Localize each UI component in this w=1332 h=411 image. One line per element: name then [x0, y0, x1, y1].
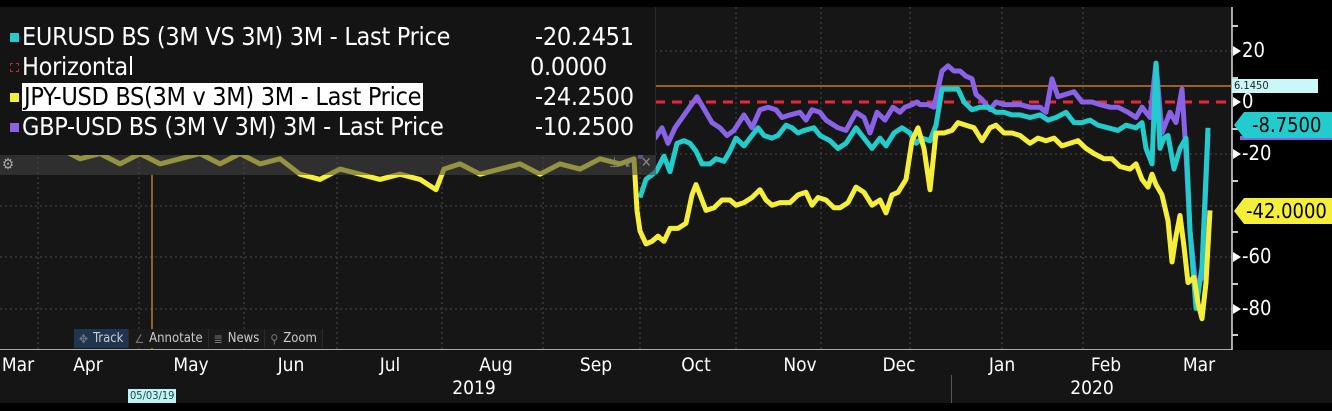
- horizontal-swatch-icon: [10, 62, 19, 72]
- month-label: Mar: [1, 354, 35, 376]
- tracking-date-chip: 05/03/19: [128, 389, 177, 403]
- series-line[interactable]: [637, 60, 1211, 291]
- legend-toolbar-strip: ⚙ ⊥ ↙ ✕: [0, 155, 656, 175]
- month-label: Feb: [1090, 354, 1122, 376]
- series-lines: [58, 60, 1213, 322]
- track-button[interactable]: ✥ Track: [74, 329, 130, 348]
- legend-value: -10.2500: [535, 112, 634, 141]
- legend-item-horizontal[interactable]: Horizontal 0.0000: [10, 52, 607, 81]
- month-label: May: [173, 354, 209, 376]
- magnifier-icon: ⚲: [270, 331, 279, 346]
- legend-item-jpyusd[interactable]: JPY-USD BS(3M v 3M) 3M - Last Price -24.…: [10, 82, 634, 111]
- month-label: Apr: [73, 354, 103, 376]
- y-tick-label: -80: [1242, 296, 1272, 320]
- month-label: Jun: [277, 354, 305, 376]
- month-label: Oct: [681, 354, 711, 376]
- jpyusd-swatch-icon: [10, 92, 19, 102]
- zoom-label: Zoom: [283, 331, 317, 346]
- year-separator: [951, 375, 952, 403]
- legend-label: JPY-USD BS(3M v 3M) 3M - Last Price: [22, 82, 424, 111]
- y-minor-tick: [1232, 283, 1238, 285]
- legend-value: -24.2500: [535, 82, 634, 111]
- series-line[interactable]: [58, 120, 1213, 322]
- legend-value: -20.2451: [535, 22, 634, 51]
- year-label: 2020: [1070, 377, 1114, 399]
- series-line[interactable]: [637, 60, 1211, 311]
- legend-label: GBP-USD BS (3M V 3M) 3M - Last Price: [22, 112, 444, 141]
- y-tick-label: 0: [1242, 89, 1254, 113]
- jpyusd-last-badge: -42.0000: [1234, 198, 1332, 224]
- legend-panel[interactable]: EURUSD BS (3M VS 3M) 3M - Last Price -20…: [0, 7, 656, 155]
- y-tick-marker: [1233, 304, 1241, 314]
- y-minor-tick: [1232, 334, 1238, 336]
- news-icon: ≣: [213, 331, 223, 346]
- eurusd-swatch-icon: [10, 32, 19, 42]
- gear-icon[interactable]: ⚙: [2, 155, 15, 173]
- legend-label: Horizontal: [22, 52, 134, 81]
- x-axis: Mar Apr May Jun Jul Aug Sep Oct Nov Dec Jan Feb Mar …: [0, 350, 1332, 403]
- crosshair-icon: ✥: [79, 331, 89, 346]
- month-label: Sep: [579, 354, 613, 376]
- gbpusd-badge-underline: [1240, 136, 1332, 140]
- y-tick-label: 20: [1242, 38, 1265, 62]
- y-minor-tick: [1232, 231, 1238, 233]
- month-label: Jan: [988, 354, 1016, 376]
- legend-item-eurusd[interactable]: EURUSD BS (3M VS 3M) 3M - Last Price -20…: [10, 22, 634, 51]
- y-minor-tick: [1232, 180, 1238, 182]
- level-line-badge: 6.1450: [1232, 79, 1318, 93]
- month-label: Aug: [479, 354, 513, 376]
- y-tick-marker: [1233, 252, 1241, 262]
- news-label: News: [227, 331, 260, 346]
- y-tick-label: -60: [1242, 244, 1272, 268]
- legend-value: 0.0000: [530, 52, 607, 81]
- legend-label: EURUSD BS (3M VS 3M) 3M - Last Price: [22, 22, 451, 51]
- chart-toolbar: ✥ Track ∠ Annotate ≣ News ⚲ Zoom: [74, 329, 323, 348]
- zoom-button[interactable]: ⚲ Zoom: [265, 329, 323, 348]
- month-label: Mar: [1182, 354, 1216, 376]
- y-minor-tick: [1232, 25, 1238, 27]
- pin-icon[interactable]: ⊥: [609, 155, 620, 171]
- collapse-icon[interactable]: ↙: [624, 155, 635, 171]
- y-tick-label: -20: [1242, 141, 1272, 165]
- y-tick-marker: [1233, 97, 1241, 107]
- year-label: 2019: [452, 377, 496, 399]
- y-tick-marker: [1233, 149, 1241, 159]
- y-tick-marker: [1233, 46, 1241, 56]
- news-button[interactable]: ≣ News: [209, 329, 266, 348]
- annotate-button[interactable]: ∠ Annotate: [129, 329, 209, 348]
- month-label: Nov: [783, 354, 817, 376]
- month-label: Jul: [379, 354, 401, 376]
- annotate-label: Annotate: [149, 331, 203, 346]
- track-label: Track: [93, 331, 124, 346]
- month-label: Dec: [882, 354, 916, 376]
- legend-item-gbpusd[interactable]: GBP-USD BS (3M V 3M) 3M - Last Price -10…: [10, 112, 634, 141]
- gbpusd-swatch-icon: [10, 122, 19, 132]
- pencil-icon: ∠: [134, 331, 145, 346]
- eurusd-last-badge: -8.7500: [1234, 112, 1332, 138]
- close-icon[interactable]: ✕: [641, 155, 652, 171]
- y-minor-tick: [1232, 77, 1238, 79]
